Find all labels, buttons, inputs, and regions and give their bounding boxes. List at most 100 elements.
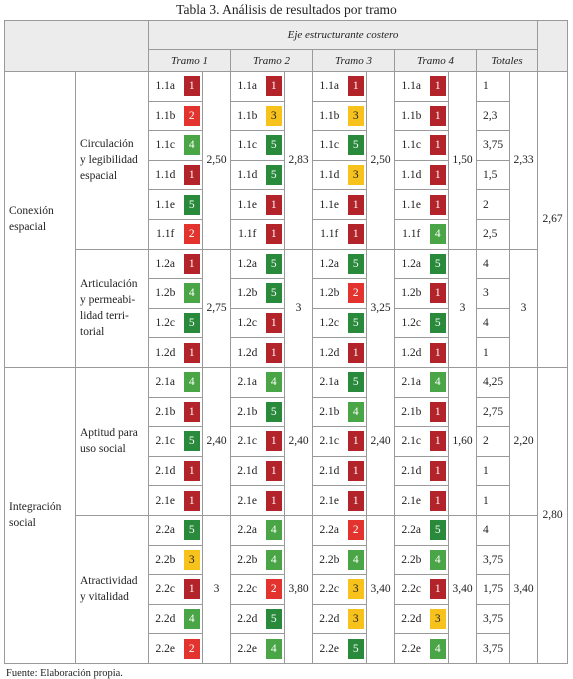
score-cell: 1	[263, 485, 285, 516]
score: 3	[347, 579, 364, 600]
subgroup-label: Articulación y permeabi-lidad terri-toria…	[75, 248, 149, 368]
score: 1	[183, 76, 200, 97]
score-cell: 4	[181, 603, 203, 635]
indicator-code: 2.2d	[148, 603, 182, 635]
score-cell: 1	[263, 337, 285, 368]
data-row: 1.1c 4 1.1c 5 1.1c 5 1.1c 1 3,75	[5, 130, 568, 161]
score-cell: 4	[427, 218, 449, 250]
indicator-code: 1.1b	[394, 100, 428, 132]
tramo-average: 2,50	[366, 71, 395, 250]
score: 4	[183, 135, 200, 156]
total-average: 3	[508, 248, 539, 368]
score-cell: 1	[427, 278, 449, 309]
indicator-code: 2.1b	[230, 396, 264, 428]
group-total: 2,67	[537, 71, 569, 368]
score: 4	[429, 224, 446, 245]
score-cell: 5	[427, 307, 449, 339]
table-title: Tabla 3. Análisis de resultados por tram…	[176, 2, 397, 17]
score-cell: 1	[345, 455, 367, 487]
data-row: 2.1c 5 2.1c 1 2.1c 1 2.1c 1 2	[5, 426, 568, 457]
indicator-code: 1.2c	[394, 307, 428, 339]
tramo-header: Tramo 2	[230, 49, 313, 72]
total-value: 4	[476, 248, 510, 280]
score-cell: 1	[263, 307, 285, 339]
score-cell: 4	[181, 130, 203, 161]
indicator-code: 1.1c	[148, 130, 182, 161]
totals-header: Totales	[475, 49, 539, 72]
score: 2	[347, 283, 364, 304]
group-label: Integración social	[4, 366, 76, 664]
total-value: 3,75	[476, 544, 510, 576]
data-row: 1.2d 1 1.2d 1 1.2d 1 1.2d 1 1	[5, 337, 568, 368]
indicator-code: 1.2b	[230, 278, 264, 309]
score-cell: 4	[263, 633, 285, 664]
data-row: 2.1d 1 2.1d 1 2.1d 1 2.1d 1 1	[5, 455, 568, 487]
total-value: 2,5	[476, 218, 510, 250]
indicator-code: 2.1b	[394, 396, 428, 428]
score-cell: 1	[345, 218, 367, 250]
indicator-code: 2.1c	[312, 426, 346, 457]
indicator-code: 1.1e	[312, 189, 346, 220]
score: 1	[347, 194, 364, 215]
score: 5	[183, 194, 200, 215]
score-cell: 5	[181, 426, 203, 457]
indicator-code: 1.2b	[394, 278, 428, 309]
score-cell: 4	[345, 544, 367, 576]
indicator-code: 2.2a	[148, 514, 182, 546]
score-cell: 2	[181, 218, 203, 250]
tramo-average: 3	[284, 248, 313, 368]
score-cell: 1	[345, 337, 367, 368]
score: 1	[183, 401, 200, 422]
group-label-line: Integración	[9, 501, 62, 514]
score: 1	[183, 342, 200, 363]
indicator-code: 2.1e	[230, 485, 264, 516]
score: 1	[429, 401, 446, 422]
indicator-code: 2.1c	[148, 426, 182, 457]
data-row: 2.2b 3 2.2b 4 2.2b 4 2.2b 4 3,75	[5, 544, 568, 576]
tramo-average: 2,83	[284, 71, 313, 250]
score: 5	[347, 135, 364, 156]
total-value: 1	[476, 71, 510, 102]
subgroup-label: Aptitud para uso social	[75, 366, 149, 516]
indicator-code: 1.2c	[148, 307, 182, 339]
score: 3	[347, 165, 364, 186]
total-value: 1	[476, 337, 510, 368]
tramo-average: 2,75	[202, 248, 231, 368]
indicator-code: 2.2e	[394, 633, 428, 664]
score-cell: 1	[427, 485, 449, 516]
score: 3	[183, 549, 200, 570]
score: 1	[429, 490, 446, 511]
score-cell: 5	[263, 130, 285, 161]
score: 2	[347, 520, 364, 541]
score: 1	[347, 431, 364, 452]
score: 1	[429, 431, 446, 452]
score: 1	[265, 224, 282, 245]
tramo-average: 3,80	[284, 514, 313, 664]
score: 5	[183, 520, 200, 541]
tramo-header: Tramo 4	[394, 49, 477, 72]
tramo-header: Tramo 1	[148, 49, 231, 72]
indicator-code: 2.1e	[148, 485, 182, 516]
total-average: 3,40	[508, 514, 539, 664]
indicator-code: 1.1f	[230, 218, 264, 250]
score: 4	[429, 549, 446, 570]
indicator-code: 1.1c	[312, 130, 346, 161]
score-cell: 5	[427, 248, 449, 280]
total-average: 2,20	[508, 366, 539, 516]
score: 1	[265, 490, 282, 511]
score: 1	[347, 490, 364, 511]
score-cell: 5	[181, 307, 203, 339]
indicator-code: 1.1b	[148, 100, 182, 132]
indicator-code: 2.1d	[312, 455, 346, 487]
indicator-code: 1.2c	[312, 307, 346, 339]
score: 5	[183, 313, 200, 334]
indicator-code: 1.1f	[394, 218, 428, 250]
score-cell: 3	[345, 603, 367, 635]
indicator-code: 1.1f	[312, 218, 346, 250]
indicator-code: 2.1a	[148, 366, 182, 398]
data-row: 2.1b 1 2.1b 5 2.1b 4 2.1b 1 2,75	[5, 396, 568, 428]
indicator-code: 1.1d	[230, 159, 264, 191]
subgroup-label-line: y vitalidad	[80, 591, 129, 604]
subgroup-label-line: torial	[80, 326, 105, 339]
score: 1	[183, 579, 200, 600]
